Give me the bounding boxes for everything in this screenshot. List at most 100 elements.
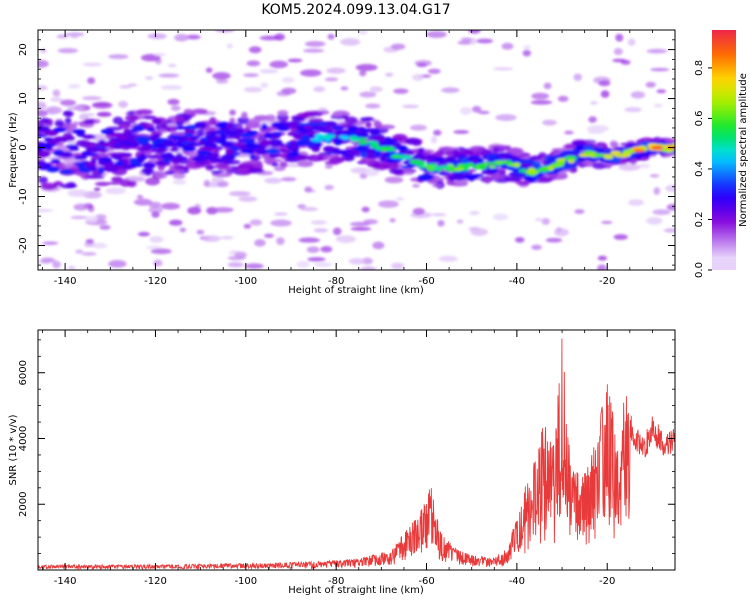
heatmap-cell (515, 180, 531, 185)
heatmap-cell (426, 30, 447, 39)
heatmap-cell (148, 206, 164, 214)
heatmap-cell (227, 255, 246, 261)
heatmap-cell (146, 127, 156, 132)
heatmap-cell (613, 234, 628, 240)
heatmap-cell (618, 163, 641, 171)
heatmap-cell (354, 146, 370, 153)
heatmap-cell (440, 87, 460, 93)
heatmap-cell (365, 103, 381, 109)
heatmap-cell (75, 249, 84, 254)
heatmap-cell (259, 139, 273, 147)
heatmap-cell (389, 218, 396, 223)
heatmap-cell (195, 129, 205, 137)
heatmap-cell (335, 118, 344, 122)
heatmap-cell (66, 106, 86, 111)
heatmap-cell (108, 54, 129, 60)
heatmap-cell (372, 241, 385, 250)
heatmap-cell (370, 135, 386, 142)
heatmap-cell (260, 82, 269, 89)
heatmap-cell (215, 30, 235, 33)
heatmap-cell (47, 139, 60, 145)
heatmap-cell (56, 34, 69, 39)
heatmap-cell (151, 118, 163, 125)
heatmap-cell (227, 262, 244, 268)
heatmap-cell (61, 123, 78, 131)
heatmap-cell (361, 257, 374, 265)
heatmap-cell (68, 83, 81, 89)
heatmap-cell (265, 114, 276, 122)
heatmap-cell (526, 169, 536, 174)
heatmap-cell (373, 152, 383, 157)
heatmap-cell (574, 209, 585, 214)
heatmap-cell (350, 137, 362, 142)
heatmap-cell (173, 166, 189, 170)
heatmap-cell (172, 179, 187, 185)
snr-frame (37, 329, 676, 571)
heatmap-cell (311, 146, 320, 152)
heatmap-cell (417, 174, 433, 182)
heatmap-cell (313, 86, 326, 93)
heatmap-cell (280, 177, 297, 182)
spectrogram-y-ticks: 20 10 0 -10 -20 (18, 29, 675, 266)
heatmap-cell (353, 132, 369, 138)
heatmap-cell (153, 259, 163, 267)
colorbar-tick-label: 0.2 (694, 212, 705, 228)
colorbar-ticks: 0.0 0.2 0.4 0.6 0.8 (694, 60, 712, 278)
heatmap-cell (70, 215, 88, 220)
heatmap-cell (206, 153, 220, 158)
heatmap-cell (268, 158, 283, 163)
heatmap-cell (553, 154, 568, 159)
heatmap-cell (73, 203, 89, 211)
heatmap-cell (397, 145, 408, 152)
heatmap-cell (214, 163, 229, 169)
y-tick-label: 2000 (18, 492, 29, 517)
heatmap-cell (530, 100, 553, 105)
heatmap-cell (64, 117, 72, 125)
heatmap-cell (216, 78, 229, 84)
spectrogram-x-axis-label: Height of straight line (km) (288, 285, 424, 296)
heatmap-cell (174, 33, 189, 42)
heatmap-cell (78, 167, 92, 173)
heatmap-cell (588, 116, 597, 123)
heatmap-cell (261, 123, 268, 131)
x-tick-label: -100 (234, 276, 257, 287)
heatmap-cell (144, 76, 154, 80)
heatmap-cell (522, 49, 532, 57)
heatmap-cell (192, 155, 207, 162)
heatmap-cell (199, 146, 213, 150)
colorbar-tick-label: 0.0 (694, 262, 705, 278)
heatmap-cell (615, 33, 624, 42)
heatmap-cell (665, 184, 675, 193)
heatmap-cell (158, 129, 168, 133)
heatmap-cell (518, 169, 528, 173)
heatmap-cell (393, 88, 409, 94)
heatmap-cell (79, 113, 96, 117)
heatmap-cell (81, 252, 97, 256)
heatmap-cell (45, 106, 62, 115)
heatmap-cell (396, 137, 405, 142)
heatmap-cell (360, 151, 368, 158)
heatmap-cell (209, 157, 224, 163)
heatmap-cell (310, 111, 324, 117)
heatmap-cell (321, 121, 337, 126)
heatmap-cell (99, 224, 111, 230)
heatmap-cell (390, 154, 403, 159)
heatmap-cell (590, 101, 598, 105)
heatmap-cell (238, 196, 258, 202)
heatmap-cell (459, 106, 472, 115)
y-tick-label: -10 (18, 188, 29, 204)
heatmap-cell (350, 226, 372, 231)
heatmap-cell (245, 263, 264, 269)
heatmap-cell (125, 114, 139, 122)
heatmap-cell (158, 73, 180, 78)
heatmap-cell (249, 219, 263, 226)
heatmap-cell (146, 245, 162, 250)
x-tick-label: -60 (418, 276, 434, 287)
x-tick-label: -80 (328, 576, 344, 587)
heatmap-cell (299, 237, 319, 243)
heatmap-cell (119, 152, 133, 157)
heatmap-cell (273, 166, 286, 172)
heatmap-cell (601, 154, 613, 157)
heatmap-cell (544, 161, 553, 165)
